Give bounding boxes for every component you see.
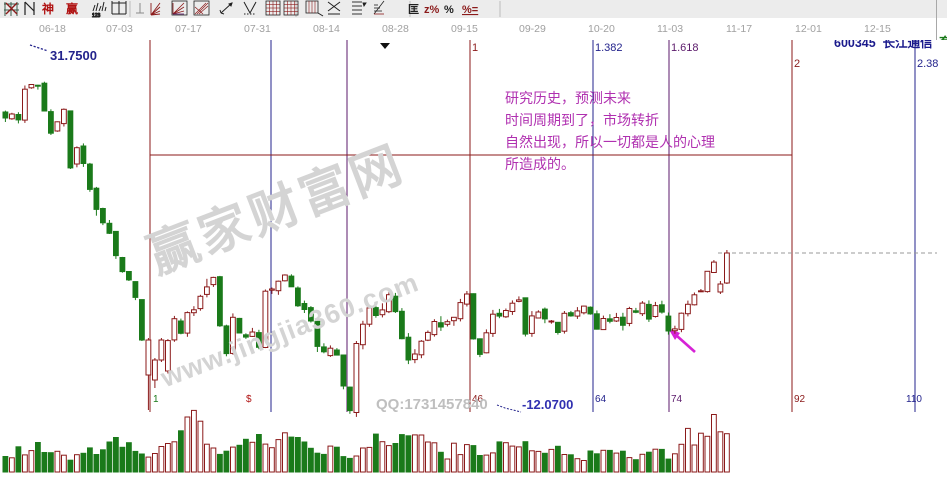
svg-text:$: $ <box>246 394 252 405</box>
svg-text:2: 2 <box>794 58 800 70</box>
svg-text:1.382: 1.382 <box>595 42 623 54</box>
svg-text:QQ:1731457840: QQ:1731457840 <box>376 396 488 413</box>
svg-text:时间周期到了，市场转折: 时间周期到了，市场转折 <box>505 112 659 128</box>
svg-text:赢: 赢 <box>66 1 78 16</box>
svg-text:110: 110 <box>906 394 922 405</box>
svg-text:1.618: 1.618 <box>671 42 699 54</box>
svg-text:74: 74 <box>671 394 683 405</box>
svg-text:1: 1 <box>472 42 478 54</box>
svg-text:31.7500: 31.7500 <box>50 48 97 63</box>
svg-text:-12.0700: -12.0700 <box>522 397 573 412</box>
svg-text:%=: %= <box>462 4 478 16</box>
svg-text:研究历史，预测未来: 研究历史，预测未来 <box>505 90 631 106</box>
svg-text:匡: 匡 <box>408 3 419 16</box>
svg-text:2.38: 2.38 <box>917 58 938 70</box>
svg-text:%: % <box>444 4 454 16</box>
svg-text:自然出现，所以一切都是人的心理: 自然出现，所以一切都是人的心理 <box>505 134 715 150</box>
svg-text:神: 神 <box>42 1 54 16</box>
svg-text:z%: z% <box>424 4 440 16</box>
svg-text:64: 64 <box>595 394 607 405</box>
svg-text:92: 92 <box>794 394 806 405</box>
svg-text:所造成的。: 所造成的。 <box>505 156 575 172</box>
